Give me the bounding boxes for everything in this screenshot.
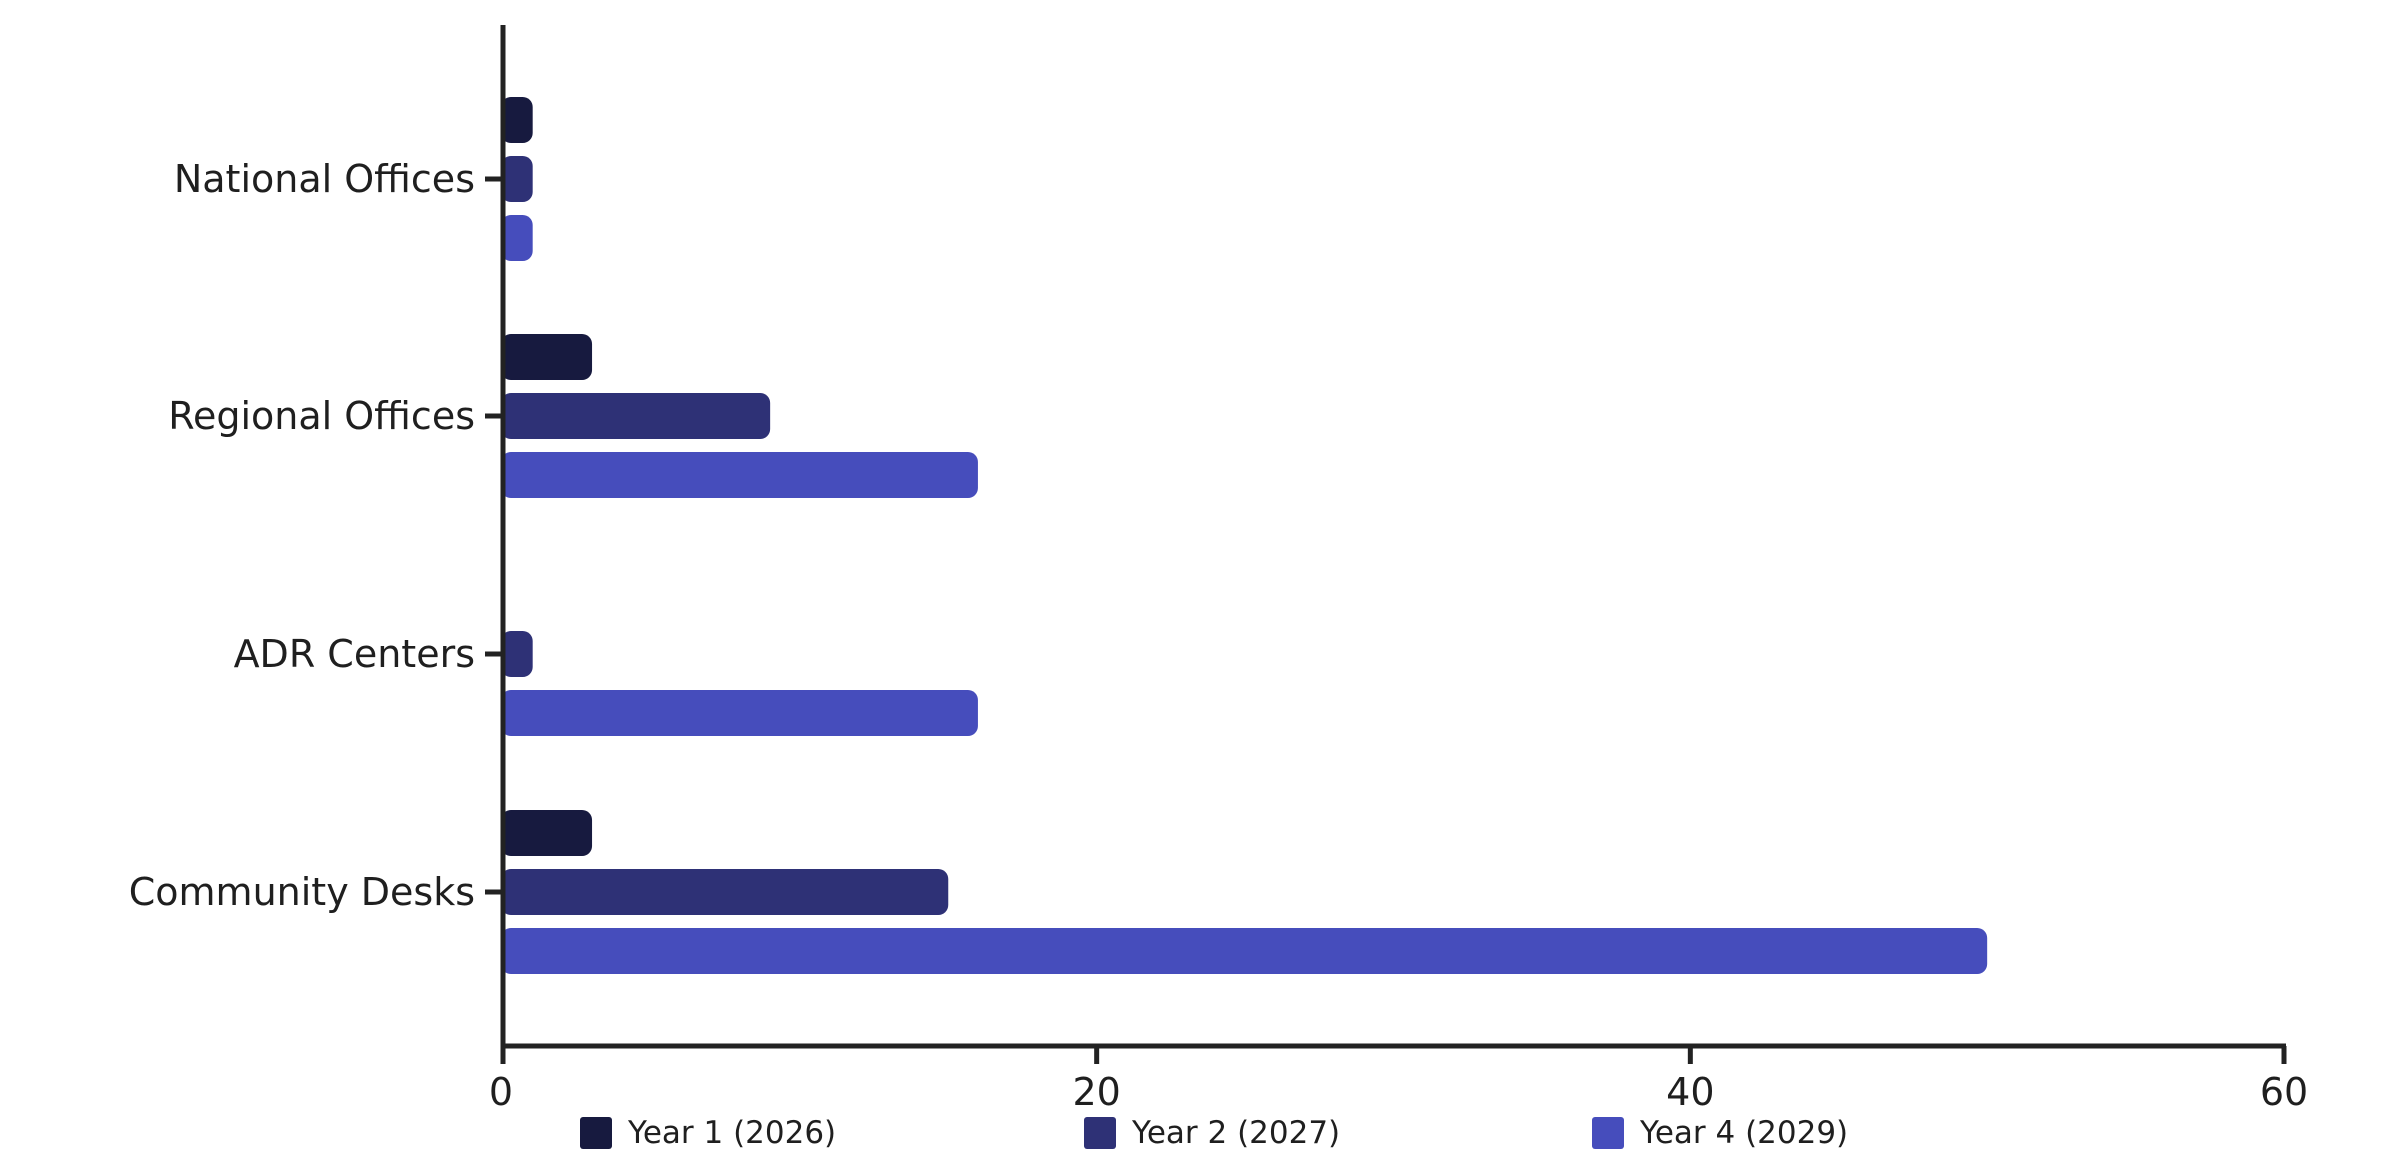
x-tick-label: 40 [1666,1070,1714,1114]
bar-community-desks-year-4-2029 [501,928,1988,974]
bar-national-offices-year-4-2029 [501,215,533,261]
legend-label-year-1-2026: Year 1 (2026) [627,1115,836,1151]
bar-community-desks-year-1-2026 [501,810,593,856]
category-label-regional-offices: Regional Offices [168,394,475,438]
bar-adr-centers-year-4-2029 [501,690,978,736]
category-label-community-desks: Community Desks [129,870,475,914]
legend-label-year-2-2027: Year 2 (2027) [1131,1115,1340,1151]
bar-regional-offices-year-2-2027 [501,393,771,439]
x-tick-label: 20 [1072,1070,1120,1114]
bar-adr-centers-year-2-2027 [501,631,533,677]
legend-label-year-4-2029: Year 4 (2029) [1639,1115,1848,1151]
category-label-adr-centers: ADR Centers [234,632,475,676]
bar-regional-offices-year-1-2026 [501,334,593,380]
bar-community-desks-year-2-2027 [501,869,949,915]
legend-swatch-year-4-2029 [1592,1117,1624,1149]
bar-regional-offices-year-4-2029 [501,452,978,498]
bar-national-offices-year-1-2026 [501,97,533,143]
legend-swatch-year-1-2026 [580,1117,612,1149]
bar-national-offices-year-2-2027 [501,156,533,202]
legend-swatch-year-2-2027 [1084,1117,1116,1149]
x-tick-label: 60 [2260,1070,2308,1114]
category-label-national-offices: National Offices [174,157,475,201]
x-tick-label: 0 [489,1070,513,1114]
